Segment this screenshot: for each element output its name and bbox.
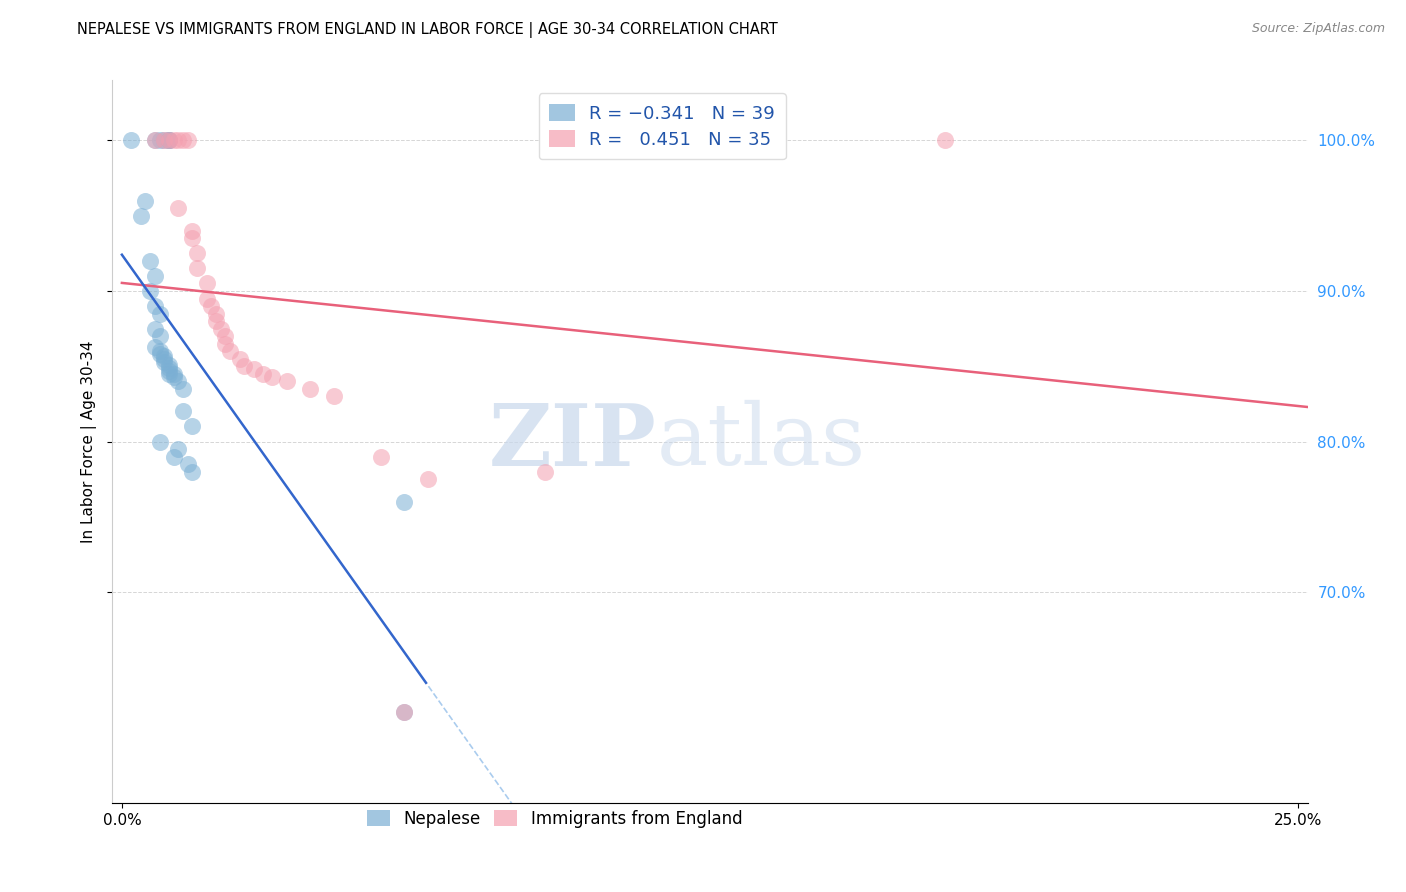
Point bbox=[163, 369, 186, 384]
Point bbox=[157, 134, 180, 148]
Point bbox=[172, 382, 194, 396]
Point bbox=[195, 292, 218, 306]
Point bbox=[167, 134, 190, 148]
Point bbox=[370, 450, 392, 464]
Point bbox=[723, 134, 745, 148]
Point bbox=[157, 364, 180, 378]
Point bbox=[195, 277, 218, 291]
Point bbox=[416, 472, 439, 486]
Point bbox=[143, 134, 166, 148]
Text: NEPALESE VS IMMIGRANTS FROM ENGLAND IN LABOR FORCE | AGE 30-34 CORRELATION CHART: NEPALESE VS IMMIGRANTS FROM ENGLAND IN L… bbox=[77, 22, 778, 38]
Point bbox=[163, 367, 186, 381]
Point bbox=[157, 360, 180, 375]
Y-axis label: In Labor Force | Age 30-34: In Labor Force | Age 30-34 bbox=[82, 340, 97, 543]
Point bbox=[209, 321, 232, 335]
Point bbox=[534, 465, 557, 479]
Point bbox=[392, 706, 415, 720]
Point bbox=[148, 434, 170, 449]
Point bbox=[214, 329, 236, 343]
Text: Source: ZipAtlas.com: Source: ZipAtlas.com bbox=[1251, 22, 1385, 36]
Point bbox=[205, 307, 228, 321]
Point bbox=[157, 134, 180, 148]
Point bbox=[153, 351, 176, 366]
Point bbox=[172, 134, 194, 148]
Point bbox=[153, 134, 176, 148]
Point bbox=[392, 495, 415, 509]
Point bbox=[177, 457, 200, 471]
Point bbox=[934, 134, 956, 148]
Point bbox=[181, 231, 204, 245]
Point bbox=[153, 134, 176, 148]
Point bbox=[148, 329, 170, 343]
Point bbox=[157, 367, 180, 381]
Point bbox=[143, 134, 166, 148]
Point bbox=[153, 355, 176, 369]
Point bbox=[186, 246, 208, 260]
Point bbox=[148, 307, 170, 321]
Point bbox=[181, 419, 204, 434]
Point bbox=[200, 299, 222, 313]
Point bbox=[143, 321, 166, 335]
Point bbox=[157, 358, 180, 372]
Point bbox=[167, 375, 190, 389]
Point bbox=[392, 706, 415, 720]
Point bbox=[219, 344, 242, 359]
Text: ZIP: ZIP bbox=[488, 400, 657, 483]
Point bbox=[153, 349, 176, 363]
Point bbox=[120, 134, 142, 148]
Point bbox=[262, 369, 284, 384]
Point bbox=[233, 359, 256, 374]
Point bbox=[228, 351, 250, 366]
Point bbox=[214, 336, 236, 351]
Point bbox=[148, 344, 170, 359]
Point bbox=[181, 224, 204, 238]
Point bbox=[163, 450, 186, 464]
Point bbox=[172, 404, 194, 418]
Point bbox=[139, 284, 162, 298]
Point bbox=[299, 382, 322, 396]
Point bbox=[157, 134, 180, 148]
Point bbox=[242, 362, 264, 376]
Point bbox=[322, 389, 344, 403]
Point bbox=[177, 134, 200, 148]
Point bbox=[157, 134, 180, 148]
Point bbox=[252, 367, 274, 381]
Text: atlas: atlas bbox=[657, 400, 865, 483]
Point bbox=[143, 299, 166, 313]
Point bbox=[205, 314, 228, 328]
Point bbox=[134, 194, 156, 208]
Point bbox=[167, 442, 190, 456]
Point bbox=[148, 134, 170, 148]
Point bbox=[186, 261, 208, 276]
Point bbox=[167, 201, 190, 215]
Point bbox=[143, 340, 166, 354]
Point bbox=[139, 253, 162, 268]
Legend: Nepalese, Immigrants from England: Nepalese, Immigrants from England bbox=[360, 803, 749, 834]
Point bbox=[143, 268, 166, 283]
Point bbox=[181, 465, 204, 479]
Point bbox=[276, 375, 298, 389]
Point bbox=[163, 134, 186, 148]
Point bbox=[148, 347, 170, 361]
Point bbox=[129, 209, 152, 223]
